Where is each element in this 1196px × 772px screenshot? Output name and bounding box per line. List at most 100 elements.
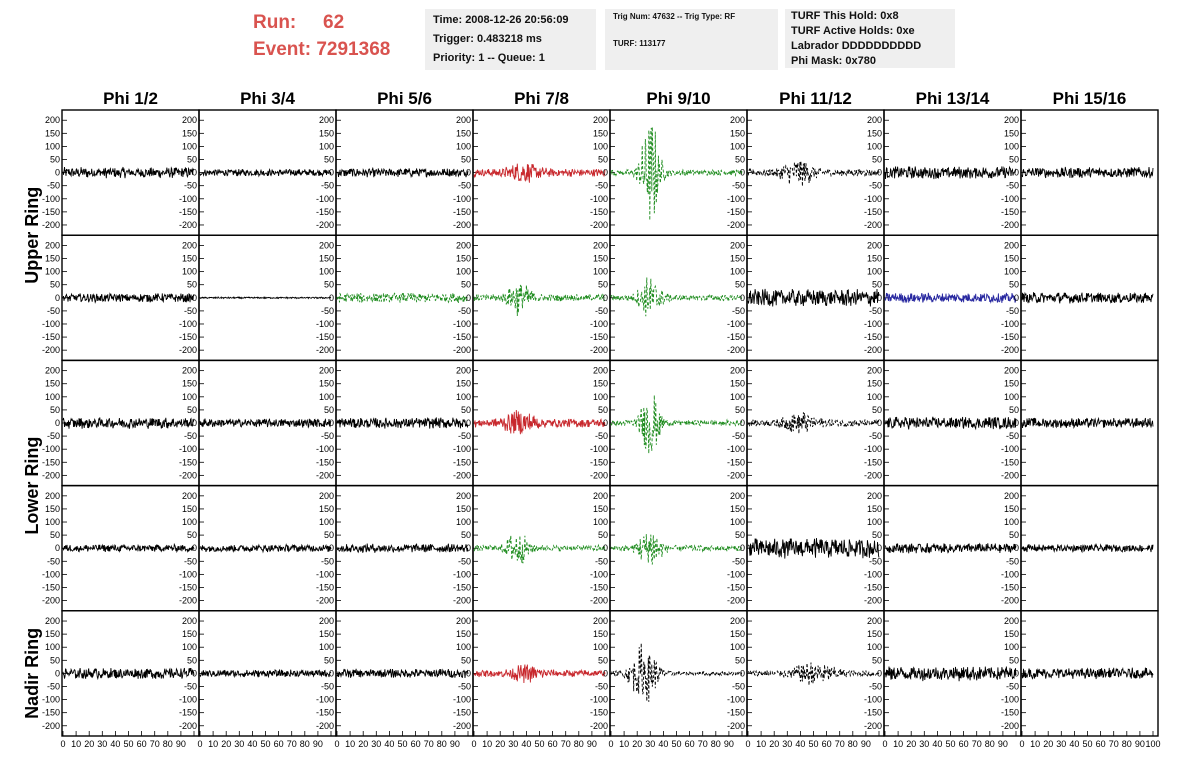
x-tick-label: 40 <box>1069 739 1079 749</box>
y-tick-label: -150 <box>42 207 60 217</box>
x-tick-label: 60 <box>274 739 284 749</box>
y-tick-label: 200 <box>319 240 334 250</box>
y-tick-label: -200 <box>179 470 197 480</box>
y-tick-label: -200 <box>590 470 608 480</box>
x-tick-label: 40 <box>658 739 668 749</box>
y-tick-label: 0 <box>329 418 334 428</box>
y-tick-label: 100 <box>182 517 197 527</box>
waveform-trace <box>199 669 332 679</box>
x-tick-label: 90 <box>450 739 460 749</box>
y-tick-label: 100 <box>867 267 882 277</box>
turf-line: TURF: 113177 <box>613 39 666 48</box>
y-tick-label: 150 <box>1004 629 1019 639</box>
y-tick-label: -150 <box>1001 457 1019 467</box>
x-tick-label: 10 <box>756 739 766 749</box>
x-tick-label: 80 <box>163 739 173 749</box>
x-tick-label: 10 <box>71 739 81 749</box>
y-tick-label: 150 <box>319 379 334 389</box>
y-tick-label: 100 <box>456 392 471 402</box>
y-tick-label: 200 <box>45 115 60 125</box>
y-tick-label: -100 <box>590 319 608 329</box>
waveform-trace <box>62 667 195 681</box>
y-tick-label: -100 <box>42 695 60 705</box>
y-tick-label: 100 <box>45 392 60 402</box>
y-tick-label: -50 <box>184 556 197 566</box>
y-tick-label: 150 <box>867 379 882 389</box>
x-tick-label: 0 <box>1019 739 1024 749</box>
y-tick-label: 100 <box>319 267 334 277</box>
x-tick-label: 10 <box>619 739 629 749</box>
y-tick-label: -200 <box>590 721 608 731</box>
waveform-trace <box>610 395 743 454</box>
y-tick-label: -50 <box>458 431 471 441</box>
y-tick-label: 200 <box>867 491 882 501</box>
phi-column-label: Phi 11/12 <box>779 89 852 108</box>
y-tick-label: -200 <box>179 596 197 606</box>
y-tick-label: 100 <box>593 267 608 277</box>
x-tick-label: 30 <box>645 739 655 749</box>
y-tick-label: 100 <box>182 392 197 402</box>
waveform-trace <box>610 277 743 317</box>
y-tick-label: 200 <box>1004 366 1019 376</box>
waveform-trace <box>610 534 743 565</box>
y-tick-label: 200 <box>182 491 197 501</box>
y-tick-label: 0 <box>55 168 60 178</box>
y-tick-label: -150 <box>316 332 334 342</box>
y-tick-label: -150 <box>179 457 197 467</box>
y-tick-label: -150 <box>179 207 197 217</box>
y-tick-label: 150 <box>319 128 334 138</box>
y-tick-label: 0 <box>603 418 608 428</box>
y-tick-label: -100 <box>179 319 197 329</box>
y-tick-label: -150 <box>42 457 60 467</box>
y-tick-label: 50 <box>187 280 197 290</box>
y-tick-label: 200 <box>593 115 608 125</box>
y-tick-label: 50 <box>187 655 197 665</box>
y-tick-label: -100 <box>1001 695 1019 705</box>
y-tick-label: 0 <box>329 668 334 678</box>
y-tick-label: -150 <box>864 582 882 592</box>
y-tick-label: 50 <box>324 655 334 665</box>
waveform-trace <box>62 417 195 429</box>
y-tick-label: -150 <box>727 582 745 592</box>
y-tick-label: -200 <box>590 345 608 355</box>
x-tick-label: 90 <box>313 739 323 749</box>
y-tick-label: 0 <box>466 668 471 678</box>
y-tick-label: -50 <box>458 556 471 566</box>
y-tick-label: 150 <box>456 629 471 639</box>
y-tick-label: -100 <box>179 569 197 579</box>
y-tick-label: -150 <box>453 457 471 467</box>
waveform-trace <box>884 416 1017 431</box>
y-tick-label: -200 <box>864 596 882 606</box>
y-tick-label: -50 <box>595 181 608 191</box>
y-tick-label: 50 <box>872 405 882 415</box>
y-tick-label: 100 <box>319 392 334 402</box>
y-tick-label: 200 <box>593 491 608 501</box>
waveform-trace <box>473 284 606 317</box>
y-tick-label: -100 <box>1001 194 1019 204</box>
y-tick-label: -100 <box>590 695 608 705</box>
y-tick-label: 150 <box>45 128 60 138</box>
y-tick-label: 0 <box>1014 668 1019 678</box>
y-tick-label: -50 <box>869 181 882 191</box>
x-tick-label: 10 <box>893 739 903 749</box>
y-tick-label: -200 <box>727 345 745 355</box>
y-tick-label: 100 <box>456 267 471 277</box>
trigger-line: Trigger: 0.483218 ms <box>433 33 542 45</box>
y-tick-label: 0 <box>192 168 197 178</box>
x-tick-label: 40 <box>384 739 394 749</box>
y-tick-label: 150 <box>45 629 60 639</box>
waveform-trace <box>884 666 1017 682</box>
y-tick-label: -50 <box>595 556 608 566</box>
x-tick-label: 20 <box>1043 739 1053 749</box>
y-tick-label: 150 <box>730 254 745 264</box>
y-tick-label: 200 <box>456 115 471 125</box>
x-tick-label: 10 <box>208 739 218 749</box>
waveform-trace <box>1021 166 1154 179</box>
y-tick-label: 0 <box>1014 168 1019 178</box>
x-tick-label: 0 <box>608 739 613 749</box>
waveform-trace <box>747 288 880 307</box>
y-tick-label: -100 <box>42 569 60 579</box>
y-tick-label: 0 <box>192 543 197 553</box>
y-tick-label: 50 <box>461 155 471 165</box>
